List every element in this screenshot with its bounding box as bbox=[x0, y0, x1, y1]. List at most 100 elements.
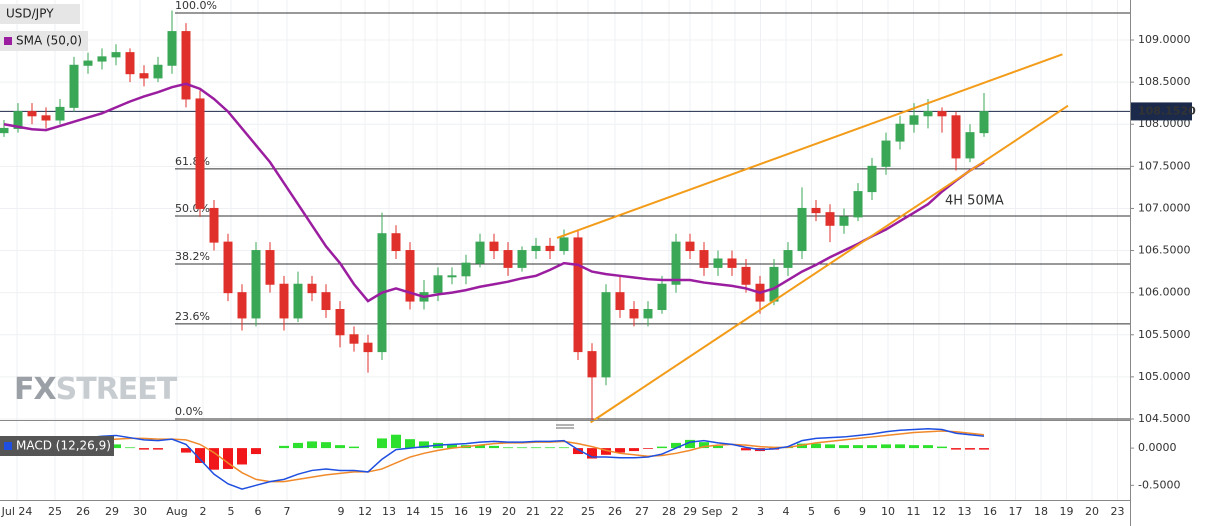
candle-body bbox=[0, 127, 9, 134]
y-tick-label: 106.5000 bbox=[1138, 244, 1191, 257]
x-tick-label: 26 bbox=[608, 505, 622, 518]
candle-body bbox=[517, 250, 527, 268]
histogram-bar bbox=[223, 448, 233, 469]
x-tick-label: 9 bbox=[338, 505, 345, 518]
histogram-bar bbox=[629, 448, 639, 452]
histogram-bar bbox=[713, 445, 723, 449]
x-tick-label: 25 bbox=[48, 505, 62, 518]
watermark: FXSTREET bbox=[14, 372, 178, 407]
histogram-bar bbox=[475, 445, 485, 449]
candle-body bbox=[713, 258, 723, 268]
candle-body bbox=[125, 52, 135, 75]
histogram-bar bbox=[377, 438, 387, 449]
legend-swatch bbox=[4, 442, 12, 450]
x-tick-label: 15 bbox=[430, 505, 444, 518]
histogram-bar bbox=[153, 448, 163, 450]
candle-body bbox=[867, 165, 877, 193]
candle-body bbox=[223, 241, 233, 294]
legend-box bbox=[0, 436, 114, 456]
x-tick-label: 16 bbox=[983, 505, 997, 518]
candle-body bbox=[461, 262, 471, 277]
y-tick-label: -0.5000 bbox=[1138, 478, 1180, 491]
x-tick-label: 12 bbox=[358, 505, 372, 518]
histogram-bar bbox=[279, 445, 289, 449]
histogram-bar bbox=[643, 448, 653, 449]
histogram-bar bbox=[615, 448, 625, 453]
histogram-bar bbox=[419, 441, 429, 449]
splitter bbox=[556, 424, 574, 429]
candle-body bbox=[951, 115, 961, 159]
candle-body bbox=[797, 207, 807, 252]
histogram-bar bbox=[909, 445, 919, 449]
x-tick-label: 9 bbox=[859, 505, 866, 518]
histogram-bar bbox=[489, 445, 499, 449]
x-tick-label: 30 bbox=[133, 505, 147, 518]
candle-body bbox=[545, 245, 555, 252]
histogram-bar bbox=[839, 445, 849, 449]
y-tick-label: 106.0000 bbox=[1138, 286, 1191, 299]
histogram-bar bbox=[923, 445, 933, 449]
y-tick-label: 108.0000 bbox=[1138, 117, 1191, 130]
x-tick-label: 26 bbox=[76, 505, 90, 518]
x-tick-label: 23 bbox=[1111, 505, 1125, 518]
x-tick-label: 18 bbox=[1034, 505, 1048, 518]
candle-body bbox=[503, 250, 513, 268]
x-tick-label: 10 bbox=[881, 505, 895, 518]
candle-body bbox=[363, 342, 373, 353]
x-tick-label: 12 bbox=[932, 505, 946, 518]
candle-body bbox=[41, 115, 51, 121]
candle-body bbox=[685, 241, 695, 252]
histogram-bar bbox=[307, 441, 317, 449]
candle-body bbox=[881, 140, 891, 167]
x-tick-label: Jul 24 bbox=[1, 505, 33, 518]
candle-body bbox=[657, 283, 667, 311]
histogram-bar bbox=[503, 447, 513, 449]
candle-body bbox=[167, 31, 177, 66]
candle-body bbox=[671, 241, 681, 285]
fib-label: 61.8% bbox=[175, 155, 210, 168]
histogram-bar bbox=[699, 442, 709, 449]
histogram-bar bbox=[937, 446, 947, 449]
y-tick-label: 0.0000 bbox=[1138, 441, 1177, 454]
candle-body bbox=[181, 31, 191, 100]
candle-body bbox=[13, 111, 23, 129]
histogram-bar bbox=[853, 445, 863, 449]
candle-body bbox=[251, 250, 261, 319]
histogram-bar bbox=[293, 442, 303, 449]
candle-body bbox=[909, 115, 919, 125]
y-tick-label: 105.5000 bbox=[1138, 328, 1191, 341]
candle-body bbox=[97, 56, 107, 62]
histogram-bar bbox=[391, 434, 401, 449]
histogram-bar bbox=[685, 439, 695, 449]
candle-body bbox=[783, 250, 793, 268]
histogram-bar bbox=[895, 444, 905, 449]
x-tick-label: 7 bbox=[284, 505, 291, 518]
candle-body bbox=[405, 250, 415, 302]
fib-label: 0.0% bbox=[175, 405, 203, 418]
candle-body bbox=[531, 245, 541, 252]
symbol-label: USD/JPY bbox=[6, 7, 54, 21]
candle-body bbox=[279, 283, 289, 319]
candle-body bbox=[853, 191, 863, 218]
candle-body bbox=[895, 123, 905, 142]
histogram-bar bbox=[867, 445, 877, 449]
x-tick-label: 11 bbox=[907, 505, 921, 518]
candle-body bbox=[769, 266, 779, 302]
candle-body bbox=[601, 292, 611, 378]
x-tick-label: 13 bbox=[382, 505, 396, 518]
y-tick-label: 104.5000 bbox=[1138, 412, 1191, 425]
candle-body bbox=[55, 106, 65, 121]
candle-body bbox=[83, 60, 93, 66]
candle-body bbox=[629, 309, 639, 319]
legend-label: MACD (12,26,9) bbox=[16, 439, 111, 453]
candle-body bbox=[195, 98, 205, 209]
legend: USD/JPY SMA (50,0) MACD (12,26,9) bbox=[0, 4, 114, 456]
candle-body bbox=[153, 64, 163, 79]
x-tick-label: Sep bbox=[702, 505, 723, 518]
x-tick-label: Aug bbox=[166, 505, 187, 518]
x-tick-label: 19 bbox=[478, 505, 492, 518]
x-tick-label: 22 bbox=[550, 505, 564, 518]
legend-box bbox=[0, 4, 80, 24]
